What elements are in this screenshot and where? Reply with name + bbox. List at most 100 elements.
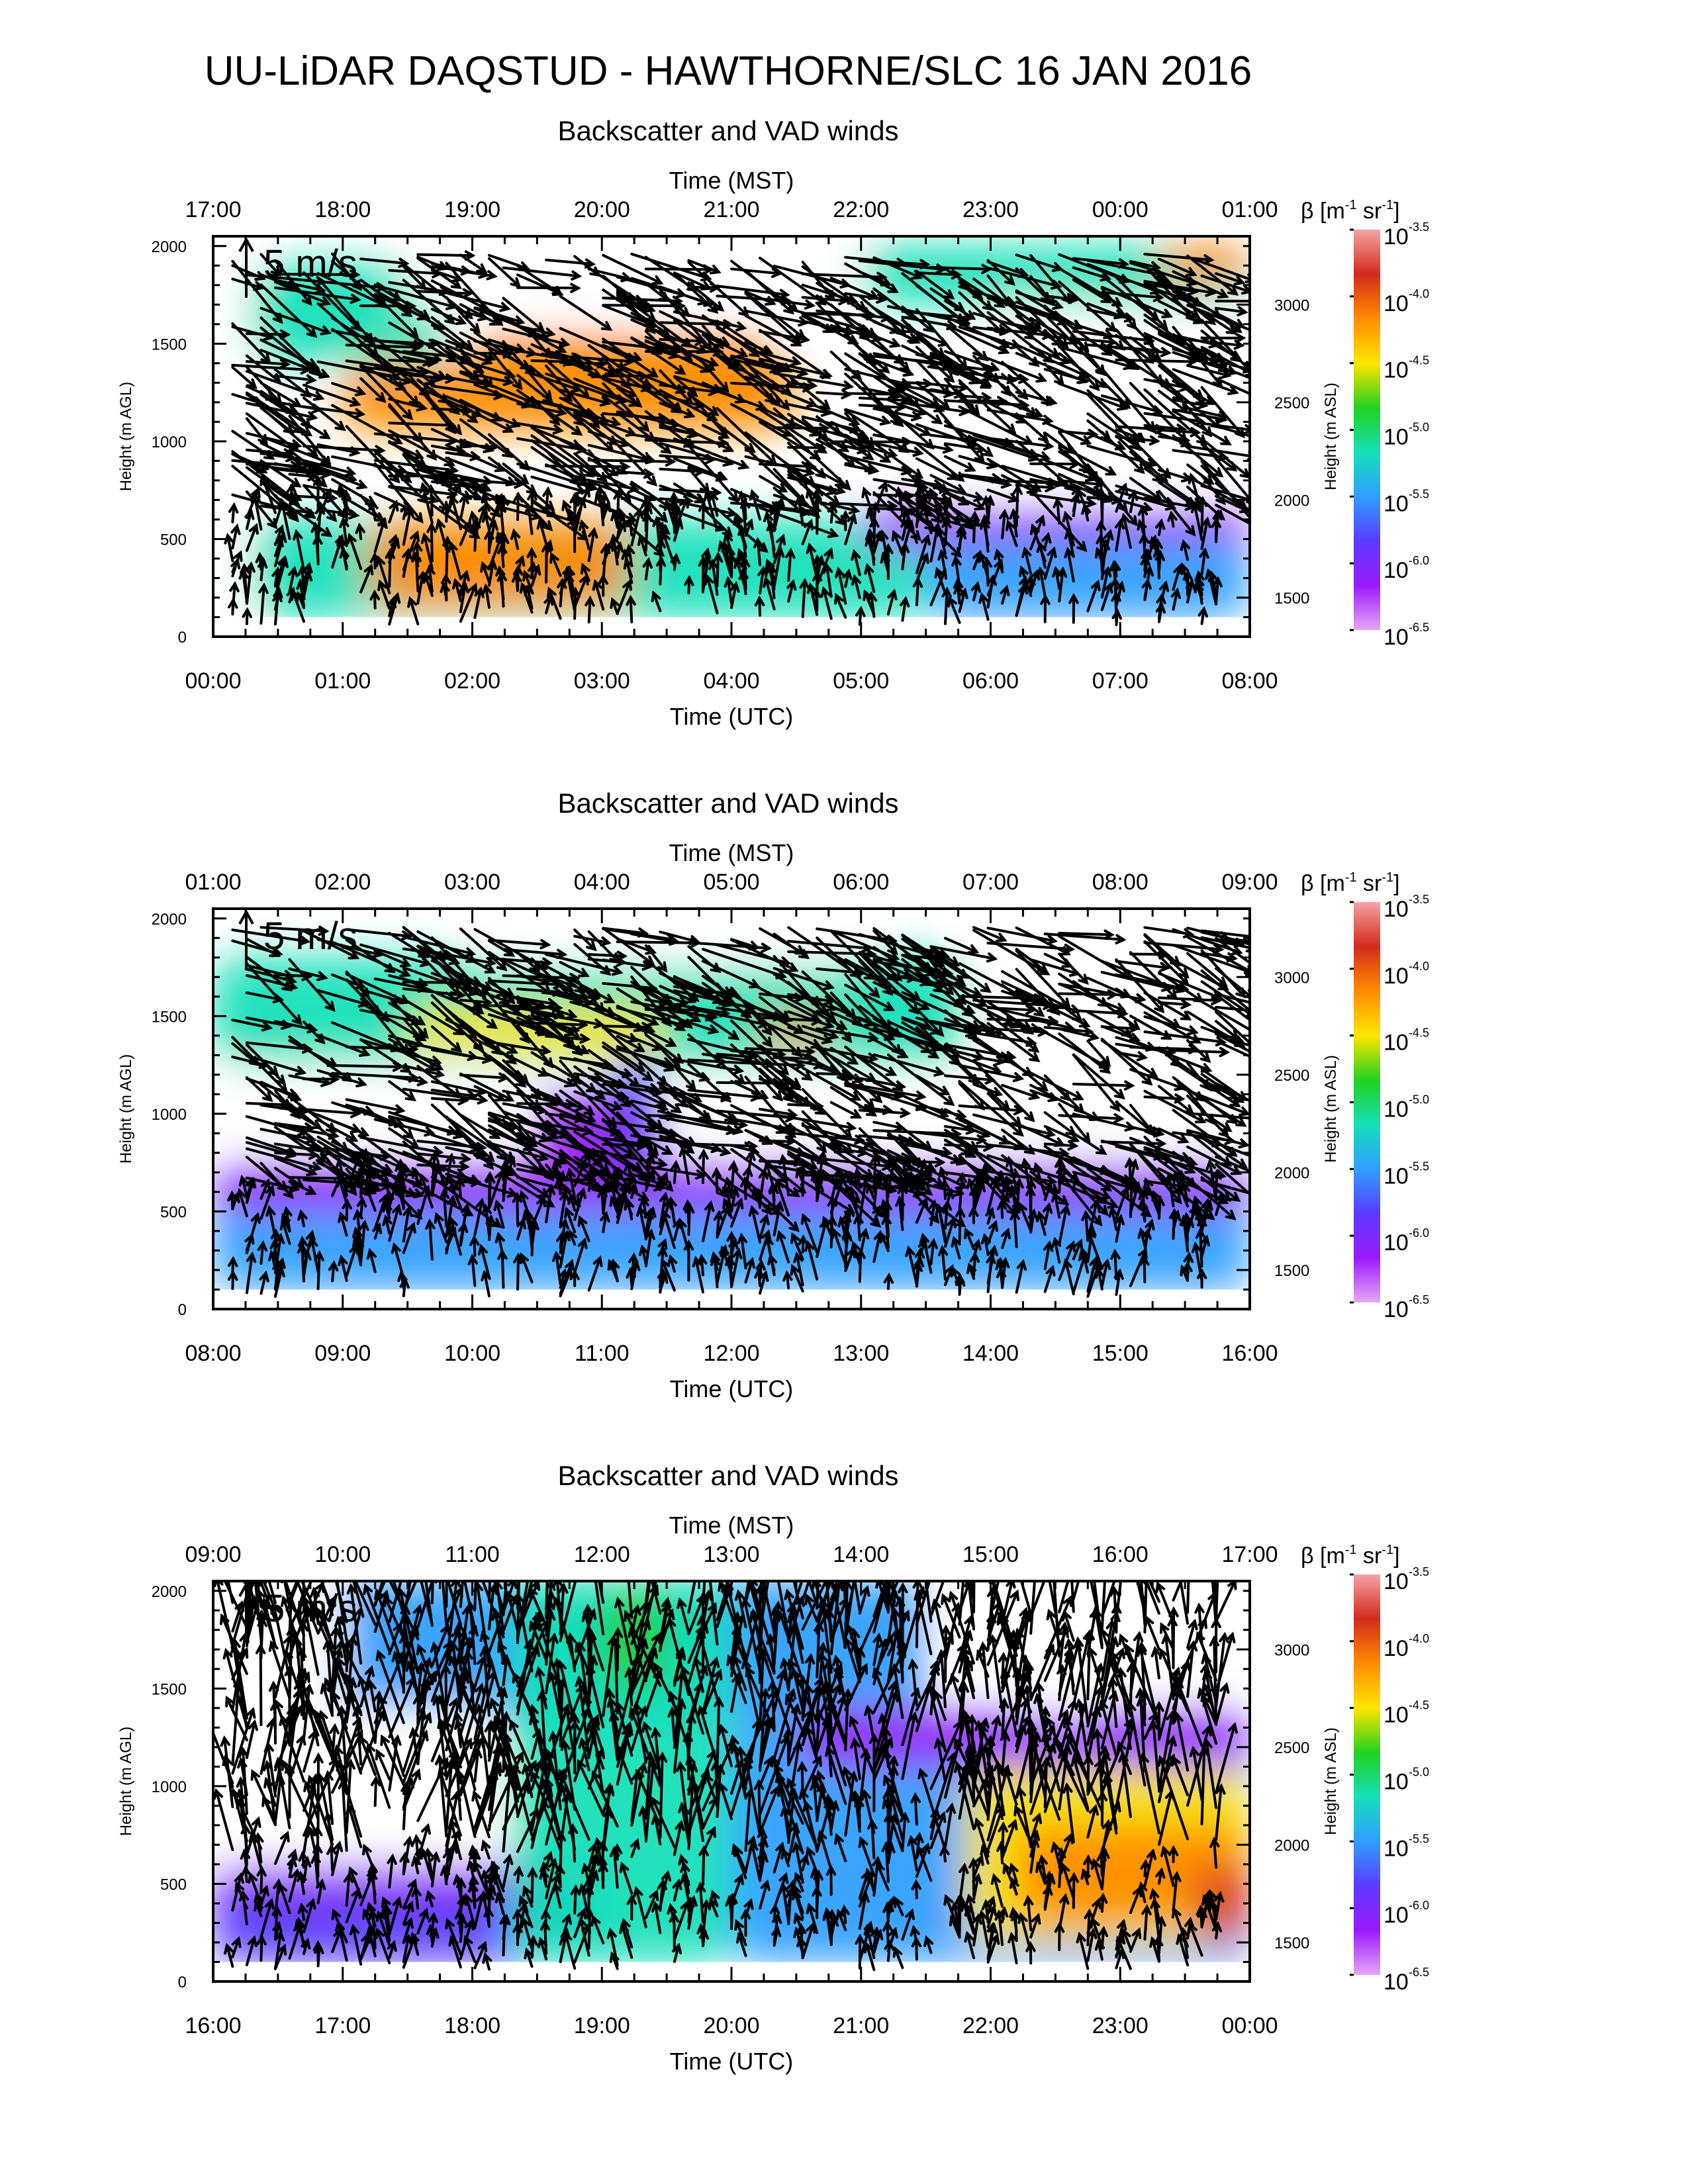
wind-vector-shaft xyxy=(822,587,833,620)
wind-vector-head xyxy=(1140,554,1150,566)
wind-vector-shaft xyxy=(943,455,975,472)
wind-vector-shaft xyxy=(523,570,534,593)
wind-vector-shaft xyxy=(853,575,861,600)
wind-vector-head xyxy=(483,443,494,453)
wind-vector-shaft xyxy=(484,1205,491,1236)
wind-vector-head xyxy=(721,541,731,553)
wind-vector-shaft xyxy=(573,1238,586,1274)
wind-vector-shaft xyxy=(602,1180,609,1215)
wind-vector-shaft xyxy=(359,565,373,594)
wind-vector-shaft xyxy=(655,517,662,556)
wind-vector-shaft xyxy=(245,402,317,420)
wind-vector-shaft xyxy=(416,1163,469,1169)
wind-vector-head xyxy=(906,972,918,983)
wind-vector-head xyxy=(699,482,710,494)
wind-vector-shaft xyxy=(724,533,733,554)
wind-vector-head xyxy=(759,1213,770,1226)
wind-vector-head xyxy=(580,563,590,574)
wind-vector-shaft xyxy=(1058,1103,1091,1143)
wind-vector-shaft xyxy=(943,323,1009,354)
wind-vector-shaft xyxy=(1157,428,1200,434)
wind-vector-head xyxy=(610,597,620,610)
wind-vector-shaft xyxy=(915,1198,928,1224)
wind-vector-shaft xyxy=(1001,1051,1048,1091)
wind-vector-shaft xyxy=(1043,295,1078,302)
wind-vector-head xyxy=(765,563,776,575)
wind-vector-shaft xyxy=(430,407,473,412)
wind-vector-head xyxy=(1160,347,1172,357)
wind-vector-shaft xyxy=(673,1086,702,1103)
wind-vector-shaft xyxy=(730,1165,772,1215)
wind-vector-head xyxy=(641,1071,654,1081)
wind-vector-head xyxy=(934,567,945,579)
wind-vector-head xyxy=(870,1217,882,1228)
wind-vector-shaft xyxy=(1029,334,1060,358)
wind-vector-shaft xyxy=(1029,345,1070,364)
wind-vector-shaft xyxy=(816,309,891,320)
wind-vector-shaft xyxy=(943,518,949,547)
colorbar-title-part: ] xyxy=(1393,199,1399,224)
wind-vector-shaft xyxy=(1039,542,1047,569)
wind-vector-head xyxy=(481,1054,494,1064)
wind-vector-shaft xyxy=(402,966,479,995)
wind-vector-shaft xyxy=(687,393,719,416)
wind-vector-shaft xyxy=(800,475,819,514)
wind-vector-head xyxy=(773,1200,784,1212)
wind-vector-shaft xyxy=(1072,278,1111,304)
wind-vector-head xyxy=(375,392,387,403)
wind-vector-head xyxy=(684,574,694,586)
wind-vector-head xyxy=(365,1170,375,1183)
wind-vector-head xyxy=(481,583,492,595)
wind-vector-shaft xyxy=(459,269,496,278)
wind-vector-shaft xyxy=(359,943,430,966)
wind-vector-shaft xyxy=(545,991,592,1005)
wind-vector-shaft xyxy=(430,269,462,281)
wind-vector-head xyxy=(593,1019,605,1029)
wind-vector-shaft xyxy=(915,498,942,523)
wind-vector-head xyxy=(462,520,473,531)
wind-vector-shaft xyxy=(929,945,959,966)
wind-vector-head xyxy=(545,1183,556,1195)
wind-vector-shaft xyxy=(516,388,583,435)
wind-vector-head xyxy=(1155,518,1166,530)
wind-vector-shaft xyxy=(1001,1128,1035,1155)
wind-vector-shaft xyxy=(986,311,1054,363)
vad-wind-vectors xyxy=(227,925,1250,1298)
wind-vector-head xyxy=(258,461,269,471)
y2-tick-label: 3000 xyxy=(1274,296,1309,314)
wind-vector-head xyxy=(925,1162,937,1172)
wind-vector-shaft xyxy=(985,558,990,587)
wind-vector-shaft xyxy=(921,1234,933,1274)
wind-vector-shaft xyxy=(259,306,331,334)
colorbar-title-part: sr xyxy=(1357,199,1382,224)
wind-vector-head xyxy=(307,446,319,457)
wind-vector-head xyxy=(633,1042,646,1052)
wind-vector-shaft xyxy=(245,1147,321,1170)
wind-vector-head xyxy=(917,1158,927,1171)
wind-vector-head xyxy=(515,555,526,567)
wind-vector-shaft xyxy=(630,1082,659,1091)
wind-vector-head xyxy=(842,380,855,391)
wind-vector-head xyxy=(1256,498,1264,506)
wind-vector-shaft xyxy=(958,1104,1023,1113)
wind-vector-shaft xyxy=(587,953,626,958)
wind-vector-shaft xyxy=(303,461,357,481)
wind-vector-shaft xyxy=(430,385,504,398)
wind-vector-head xyxy=(988,1244,999,1257)
wind-vector-shaft xyxy=(430,1103,494,1162)
wind-vector-shaft xyxy=(816,1136,874,1179)
wind-vector-head xyxy=(761,1229,772,1242)
wind-vector-head xyxy=(658,1272,669,1284)
wind-vector-head xyxy=(806,1053,818,1064)
wind-vector-shaft xyxy=(1143,253,1213,261)
wind-vector-shaft xyxy=(421,483,434,524)
wind-vector-head xyxy=(660,1208,671,1221)
wind-vector-head xyxy=(465,953,477,963)
wind-vector-head xyxy=(1110,576,1121,588)
wind-vector-shaft xyxy=(701,1013,739,1040)
wind-vector-head xyxy=(599,1163,611,1175)
wind-vector-head xyxy=(953,974,966,985)
wind-vector-shaft xyxy=(559,1191,567,1226)
wind-vector-shaft xyxy=(801,579,806,618)
wind-vector-shaft xyxy=(545,1185,553,1224)
